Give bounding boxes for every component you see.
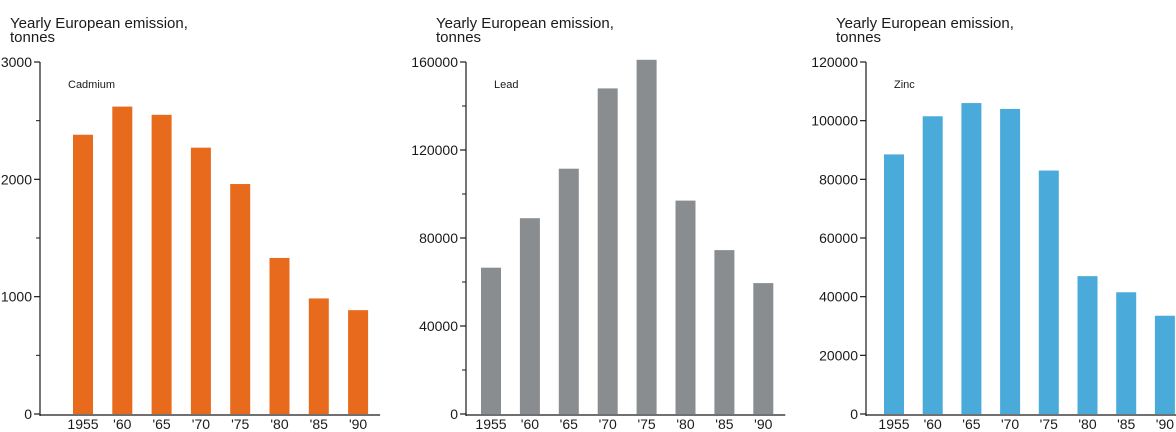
y-tick-label: 40000 [819,289,858,305]
x-tick-label: '65 [560,416,578,432]
x-tick-label: 1955 [67,416,98,432]
x-tick-label: '85 [1117,416,1135,432]
bar-90 [753,283,774,414]
bar-75 [230,184,251,414]
bar-60 [922,116,943,415]
x-tick-label: '70 [1001,416,1019,432]
bar-65 [558,168,579,414]
x-tick-label: '65 [962,416,980,432]
y-tick-label: 0 [24,406,32,422]
bar-80 [675,200,696,414]
y-tick-label: 1000 [1,289,32,305]
panel-label: Cadmium [68,79,115,91]
y-tick-label: 80000 [819,171,858,187]
bar-85 [308,298,329,414]
bar-90 [348,310,369,414]
x-tick-label: '60 [924,416,942,432]
x-tick-label: '90 [754,416,772,432]
bar-75 [636,59,657,415]
x-tick-label: '70 [192,416,210,432]
bar-70 [597,88,618,415]
y-tick-label: 3000 [1,54,32,70]
chart-panel-lead: Yearly European emission,tonnes 0 40000 800… [411,15,786,432]
y-axis-title-line: tonnes [836,29,881,46]
panel-label: Zinc [894,79,915,91]
x-tick-label: 1955 [475,416,506,432]
bar-1955 [73,134,93,414]
x-tick-label: '65 [152,416,170,432]
bar-75 [1038,170,1059,414]
y-axis-title-line: Yearly European emission, [10,15,188,32]
y-tick-label: 0 [850,406,858,422]
y-tick-label: 120000 [411,142,458,158]
y-axis-title-line: tonnes [436,29,481,46]
y-tick-label: 2000 [1,171,32,187]
y-axis-title-line: Yearly European emission, [836,15,1014,32]
bar-70 [190,147,211,415]
x-tick-label: '60 [113,416,131,432]
x-tick-label: '75 [231,416,249,432]
x-tick-label: '60 [521,416,539,432]
y-tick-label: 0 [450,406,458,422]
x-tick-label: '90 [349,416,367,432]
bar-85 [714,250,735,414]
y-axis-title-line: tonnes [10,29,55,46]
bar-70 [1000,108,1021,414]
bar-60 [112,106,133,414]
y-tick-label: 120000 [811,54,858,70]
chart-panel-zinc: Yearly European emission,tonnes 0 20000 400… [811,15,1176,432]
x-tick-label: '80 [676,416,694,432]
y-axis-title-line: Yearly European emission, [436,15,614,32]
x-tick-label: '85 [310,416,328,432]
y-tick-label: 100000 [811,113,858,129]
bar-90 [1154,315,1175,414]
bar-85 [1116,292,1137,414]
bar-65 [961,103,982,415]
bar-1955 [884,154,904,414]
x-tick-label: '80 [270,416,288,432]
bar-60 [519,218,540,414]
x-tick-label: '70 [599,416,617,432]
x-tick-label: '75 [1040,416,1058,432]
bar-80 [1077,276,1098,414]
bar-80 [269,257,290,414]
x-tick-label: '75 [637,416,655,432]
x-tick-label: '85 [715,416,733,432]
y-tick-label: 80000 [419,230,458,246]
x-tick-label: 1955 [878,416,909,432]
y-tick-label: 160000 [411,54,458,70]
chart-panel-cadmium: Yearly European emission,tonnes 0 1000 2000… [1,15,381,432]
x-tick-label: '90 [1156,416,1174,432]
panel-label: Lead [494,79,518,91]
bar-1955 [481,267,501,414]
bar-65 [151,114,172,415]
y-tick-label: 60000 [819,230,858,246]
y-tick-label: 20000 [819,347,858,363]
y-tick-label: 40000 [419,318,458,334]
x-tick-label: '80 [1078,416,1096,432]
